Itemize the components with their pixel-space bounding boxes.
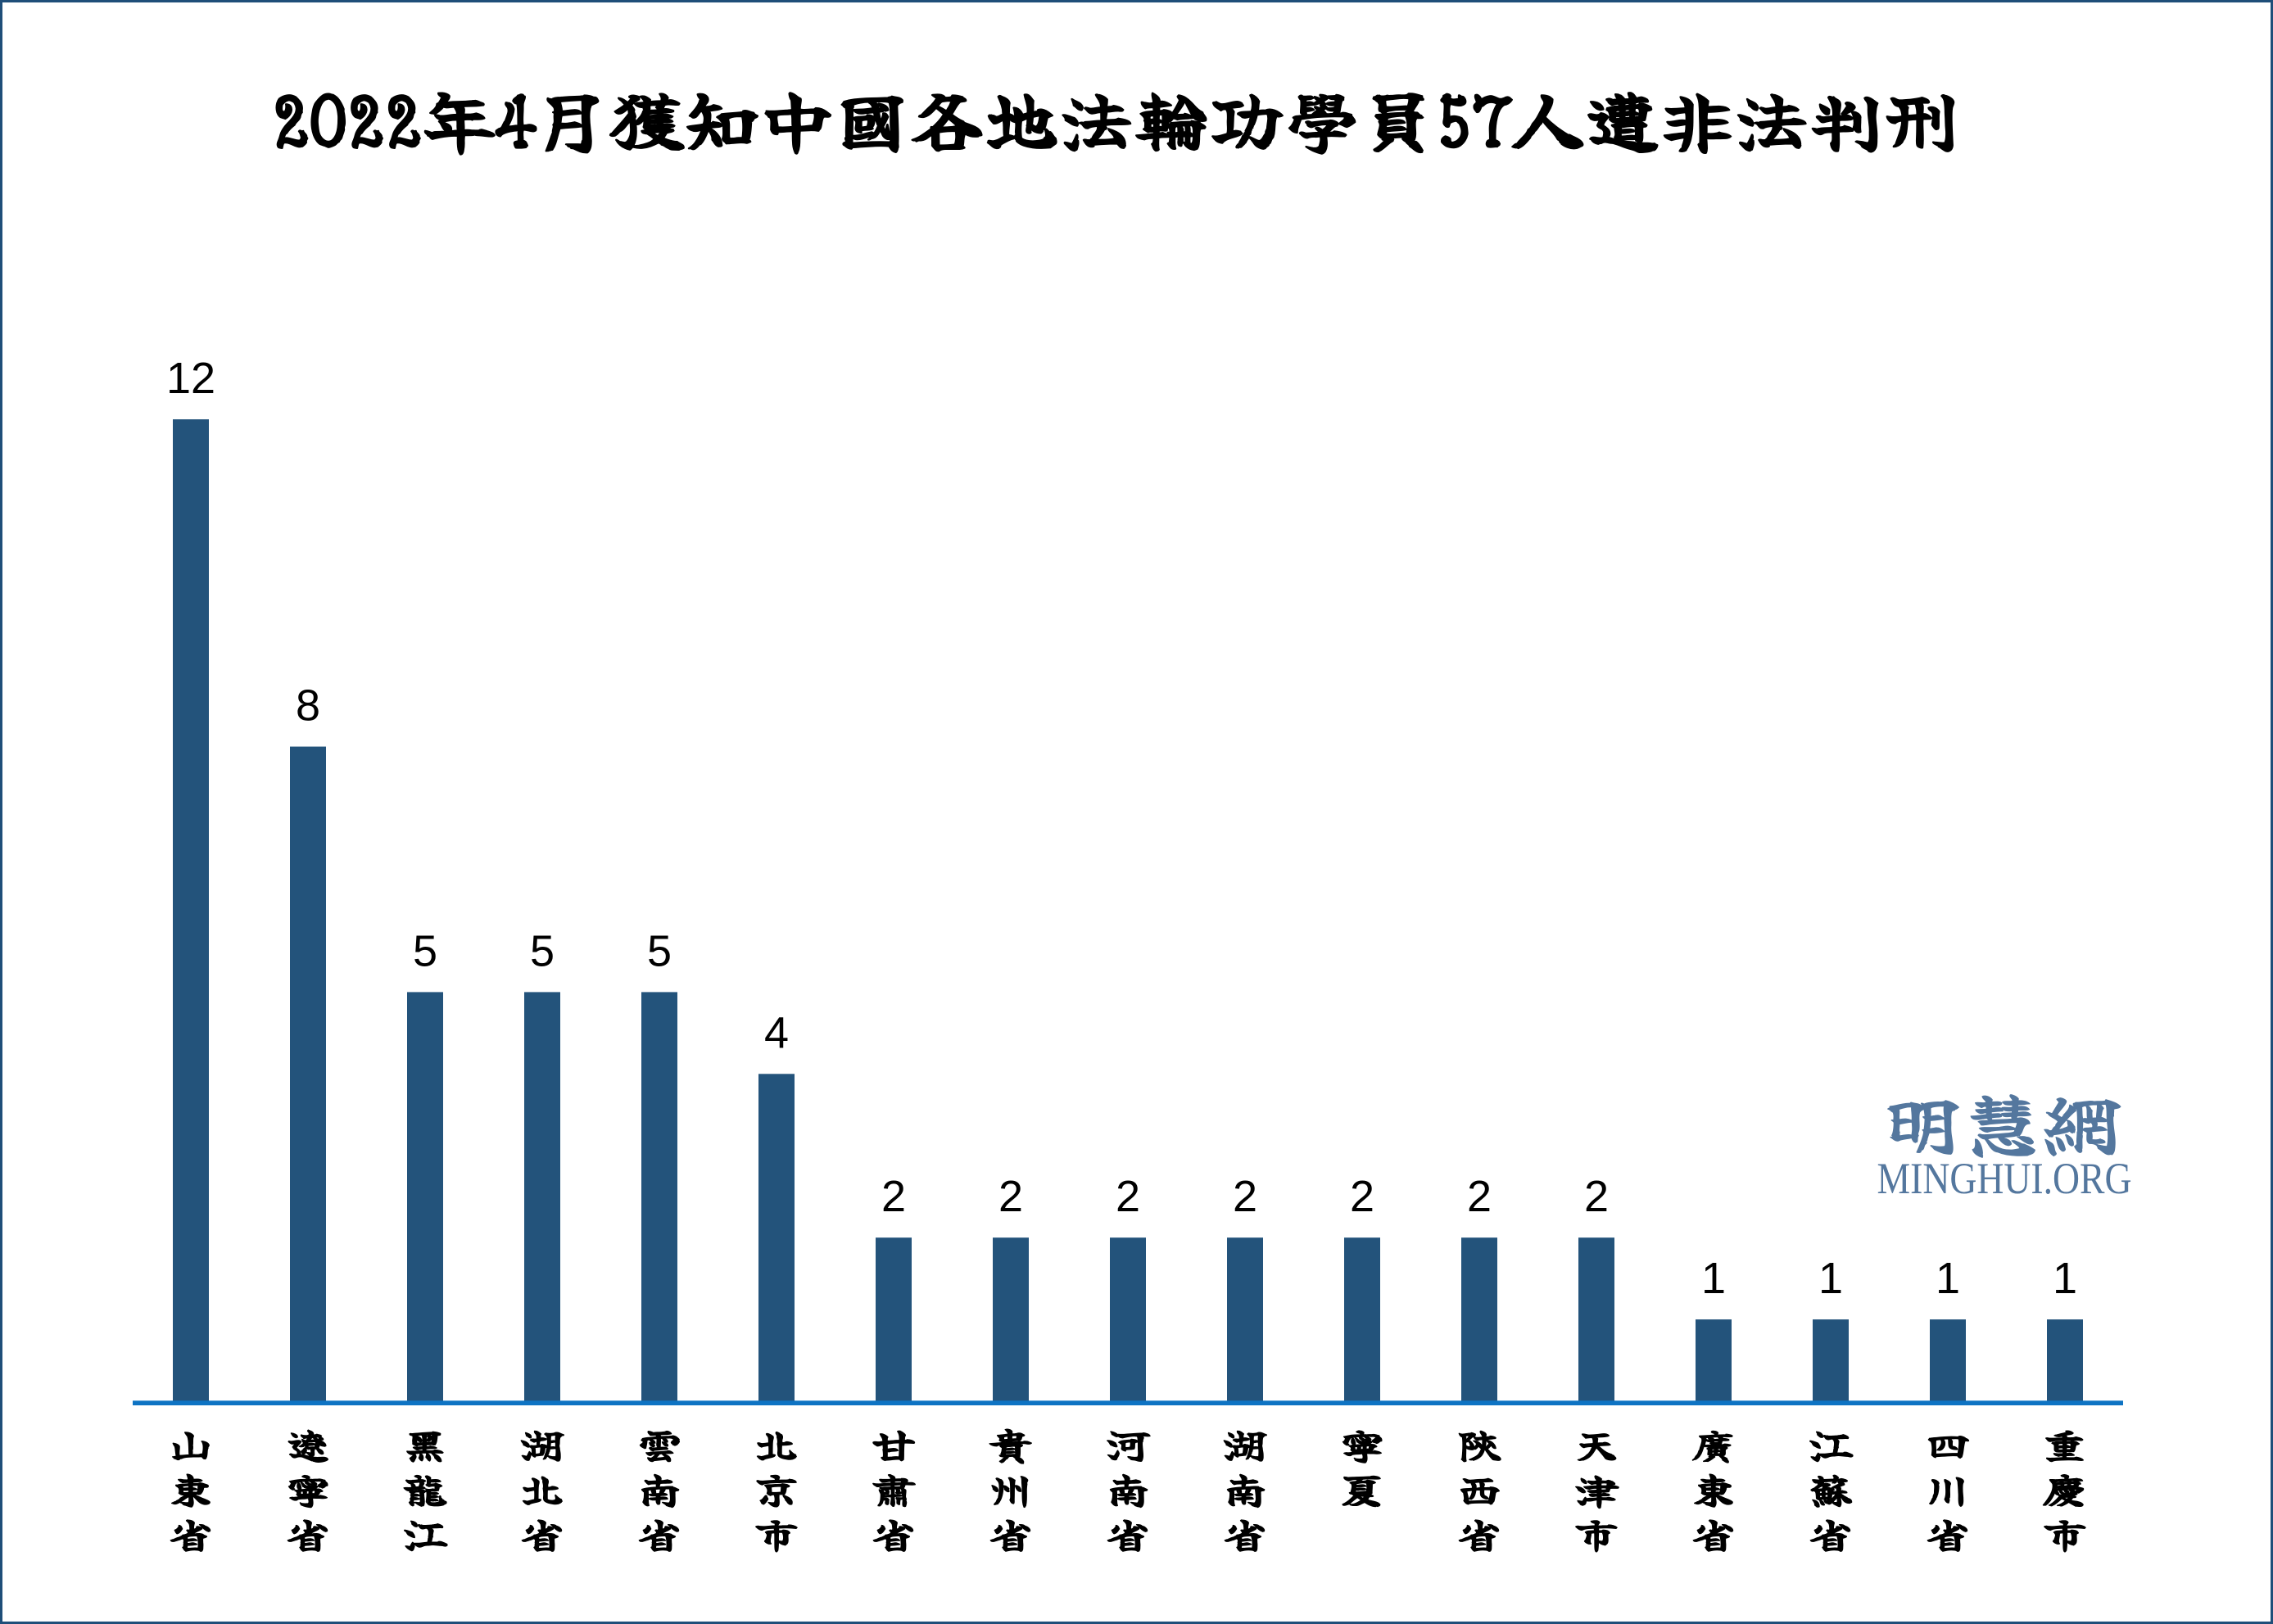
svg-text:2: 2 [1467, 1172, 1492, 1221]
svg-text:8: 8 [296, 681, 320, 731]
svg-text:MINGHUI.ORG: MINGHUI.ORG [1877, 1154, 2132, 1203]
svg-text:2: 2 [998, 1172, 1023, 1221]
svg-text:1: 1 [1701, 1254, 1726, 1303]
svg-text:2: 2 [881, 1172, 906, 1221]
svg-text:4: 4 [764, 1008, 789, 1057]
svg-text:2: 2 [1116, 1172, 1140, 1221]
svg-text:1: 1 [1936, 1254, 1960, 1303]
svg-text:1: 1 [2053, 1254, 2077, 1303]
svg-text:1: 1 [1818, 1254, 1843, 1303]
svg-text:2: 2 [1584, 1172, 1609, 1221]
svg-text:2: 2 [1233, 1172, 1257, 1221]
svg-text:2: 2 [1350, 1172, 1374, 1221]
svg-text:5: 5 [530, 926, 555, 975]
svg-text:5: 5 [647, 926, 672, 975]
svg-text:12: 12 [166, 354, 215, 403]
svg-text:5: 5 [413, 926, 437, 975]
